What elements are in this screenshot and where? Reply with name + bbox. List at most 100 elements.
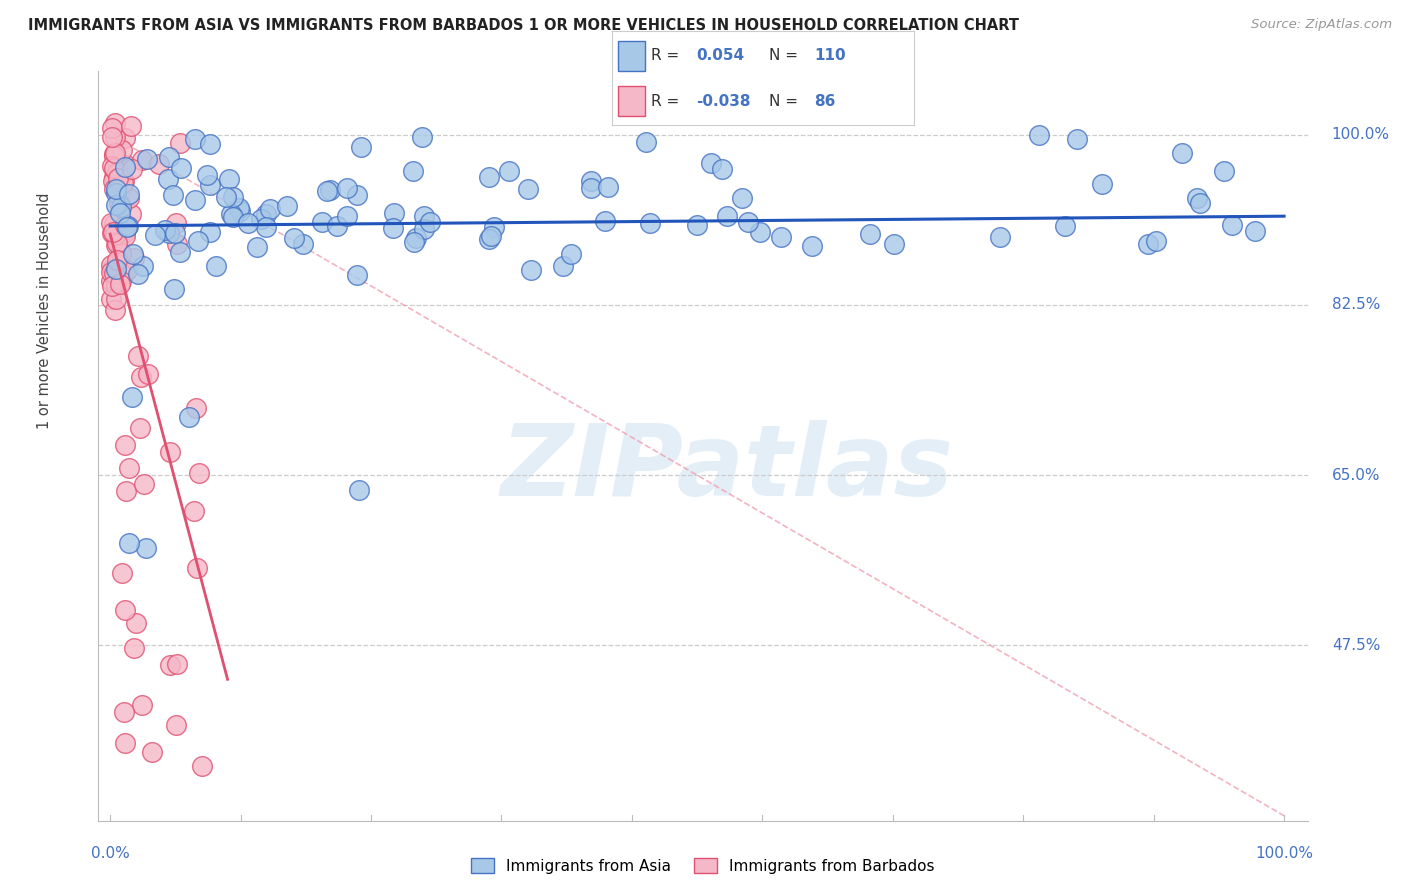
Point [219, 207, 242, 221]
Point [122, 251, 145, 265]
Text: 65.0%: 65.0% [1331, 467, 1381, 483]
Point [1091, 177, 1114, 191]
Point [104, 238, 127, 252]
Point [598, 180, 620, 194]
Point [1188, 196, 1211, 211]
Point [350, 140, 373, 154]
Point [120, 120, 142, 134]
Point [1171, 145, 1194, 160]
Point [122, 640, 145, 655]
Point [162, 188, 184, 202]
Point [100, 292, 122, 306]
Point [114, 218, 136, 232]
Point [381, 221, 404, 235]
Point [1028, 128, 1050, 142]
Text: 1 or more Vehicles in Household: 1 or more Vehicles in Household [37, 193, 52, 429]
Text: N =: N = [769, 94, 797, 109]
Text: 86: 86 [814, 94, 835, 109]
Point [311, 215, 333, 229]
Point [105, 292, 128, 306]
Point [700, 156, 723, 170]
Point [101, 262, 124, 277]
Point [104, 275, 127, 289]
Point [737, 215, 759, 229]
Text: IMMIGRANTS FROM ASIA VS IMMIGRANTS FROM BARBADOS 1 OR MORE VEHICLES IN HOUSEHOLD: IMMIGRANTS FROM ASIA VS IMMIGRANTS FROM … [28, 18, 1019, 33]
Point [228, 202, 250, 216]
Point [118, 461, 141, 475]
Point [236, 216, 259, 230]
Point [105, 181, 128, 195]
Point [315, 184, 337, 198]
Point [283, 231, 305, 245]
Point [143, 227, 166, 242]
Point [101, 159, 124, 173]
Point [731, 191, 754, 205]
Point [1220, 218, 1243, 232]
Point [115, 483, 138, 498]
Point [117, 186, 139, 201]
Point [326, 219, 349, 233]
Point [112, 705, 135, 719]
Point [188, 466, 211, 480]
Point [191, 759, 214, 773]
Point [1137, 236, 1160, 251]
Point [141, 745, 163, 759]
Point [131, 698, 153, 713]
Point [105, 198, 128, 212]
Point [170, 161, 193, 175]
Point [157, 226, 180, 240]
Text: 47.5%: 47.5% [1331, 638, 1381, 653]
Point [103, 182, 125, 196]
Point [105, 261, 128, 276]
Point [104, 228, 127, 243]
Point [478, 232, 501, 246]
Point [105, 235, 128, 250]
Point [132, 476, 155, 491]
Point [136, 152, 159, 166]
Point [402, 164, 425, 178]
Point [254, 206, 277, 220]
Point [103, 225, 125, 239]
Text: 100.0%: 100.0% [1331, 128, 1389, 142]
Point [100, 265, 122, 279]
Point [111, 566, 134, 581]
Point [104, 302, 127, 317]
Point [103, 149, 125, 163]
Point [105, 278, 128, 293]
Point [177, 409, 200, 424]
Point [184, 194, 207, 208]
Text: 100.0%: 100.0% [1256, 846, 1313, 861]
Point [336, 210, 359, 224]
Point [593, 214, 616, 228]
Point [110, 181, 132, 195]
Point [118, 536, 141, 550]
Point [346, 268, 368, 283]
Point [165, 717, 187, 731]
Point [883, 237, 905, 252]
Text: 82.5%: 82.5% [1331, 297, 1381, 312]
Point [770, 230, 793, 244]
Point [195, 168, 218, 182]
Point [404, 235, 426, 249]
Point [405, 231, 427, 245]
Point [108, 239, 131, 253]
Point [117, 219, 139, 234]
Point [115, 158, 138, 172]
Point [638, 216, 661, 230]
Point [107, 158, 129, 172]
Point [159, 657, 181, 672]
Point [319, 183, 342, 197]
Point [711, 162, 734, 177]
Text: 110: 110 [814, 48, 846, 63]
Point [114, 603, 136, 617]
Text: -0.038: -0.038 [696, 94, 751, 109]
Point [135, 541, 157, 556]
Point [104, 145, 127, 160]
Point [560, 247, 582, 261]
Point [579, 181, 602, 195]
Point [159, 444, 181, 458]
Point [110, 200, 132, 214]
Point [101, 227, 124, 241]
Point [988, 230, 1011, 244]
Point [184, 131, 207, 145]
